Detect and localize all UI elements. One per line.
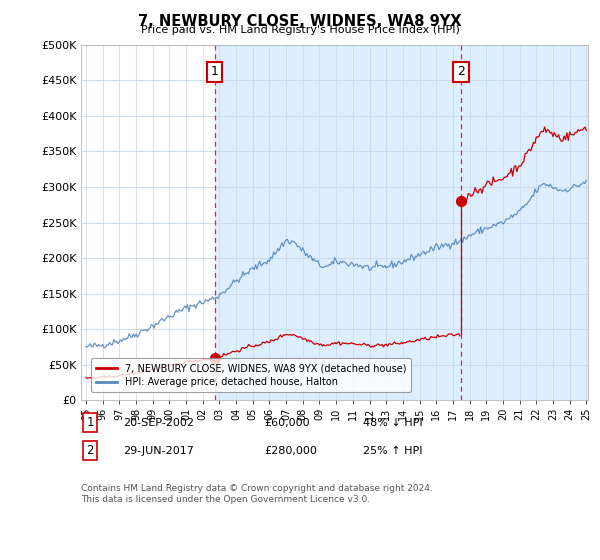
Legend: 7, NEWBURY CLOSE, WIDNES, WA8 9YX (detached house), HPI: Average price, detached: 7, NEWBURY CLOSE, WIDNES, WA8 9YX (detac… <box>91 358 412 392</box>
Text: 48% ↓ HPI: 48% ↓ HPI <box>363 418 422 428</box>
Text: £280,000: £280,000 <box>264 446 317 456</box>
Text: 1: 1 <box>86 416 94 430</box>
Text: 25% ↑ HPI: 25% ↑ HPI <box>363 446 422 456</box>
Text: Price paid vs. HM Land Registry's House Price Index (HPI): Price paid vs. HM Land Registry's House … <box>140 25 460 35</box>
Bar <box>215 45 461 400</box>
Bar <box>461 45 595 400</box>
Text: 2: 2 <box>457 66 465 78</box>
Text: £60,000: £60,000 <box>264 418 310 428</box>
Text: 29-JUN-2017: 29-JUN-2017 <box>123 446 194 456</box>
Text: 7, NEWBURY CLOSE, WIDNES, WA8 9YX: 7, NEWBURY CLOSE, WIDNES, WA8 9YX <box>138 14 462 29</box>
Bar <box>77 45 215 400</box>
Text: 1: 1 <box>211 66 218 78</box>
Text: 2: 2 <box>86 444 94 458</box>
Text: 20-SEP-2002: 20-SEP-2002 <box>123 418 194 428</box>
Text: Contains HM Land Registry data © Crown copyright and database right 2024.
This d: Contains HM Land Registry data © Crown c… <box>81 484 433 504</box>
